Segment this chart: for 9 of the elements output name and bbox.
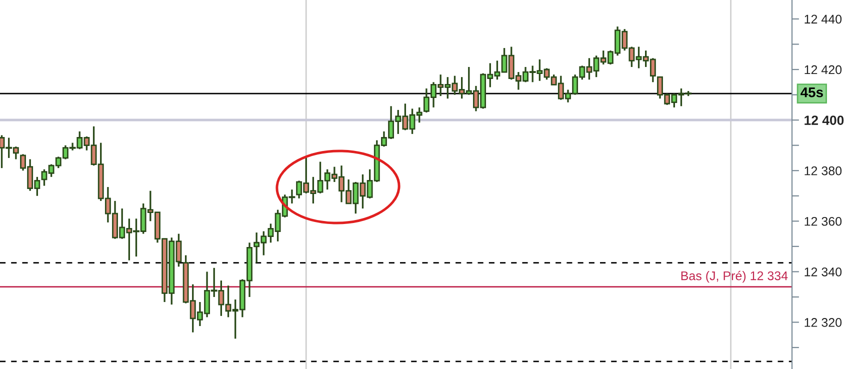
y-tick-label: 12 320 [804, 318, 842, 327]
y-tick-label: 12 360 [804, 216, 842, 226]
y-tick-label: 12 380 [804, 166, 842, 176]
y-tick-label: 12 400 [804, 116, 844, 125]
y-tick-label: 12 420 [804, 65, 842, 74]
y-tick-label: 12 340 [804, 267, 842, 276]
y-tick-label: 12 440 [804, 14, 842, 24]
ref-line-label: 45s [800, 88, 823, 98]
ref-line-label: Bas (J, Pré) 12 334 [681, 270, 788, 283]
